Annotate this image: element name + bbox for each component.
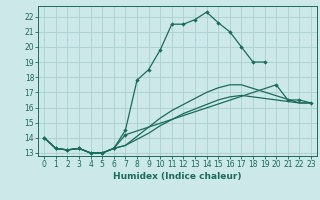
X-axis label: Humidex (Indice chaleur): Humidex (Indice chaleur)	[113, 172, 242, 181]
